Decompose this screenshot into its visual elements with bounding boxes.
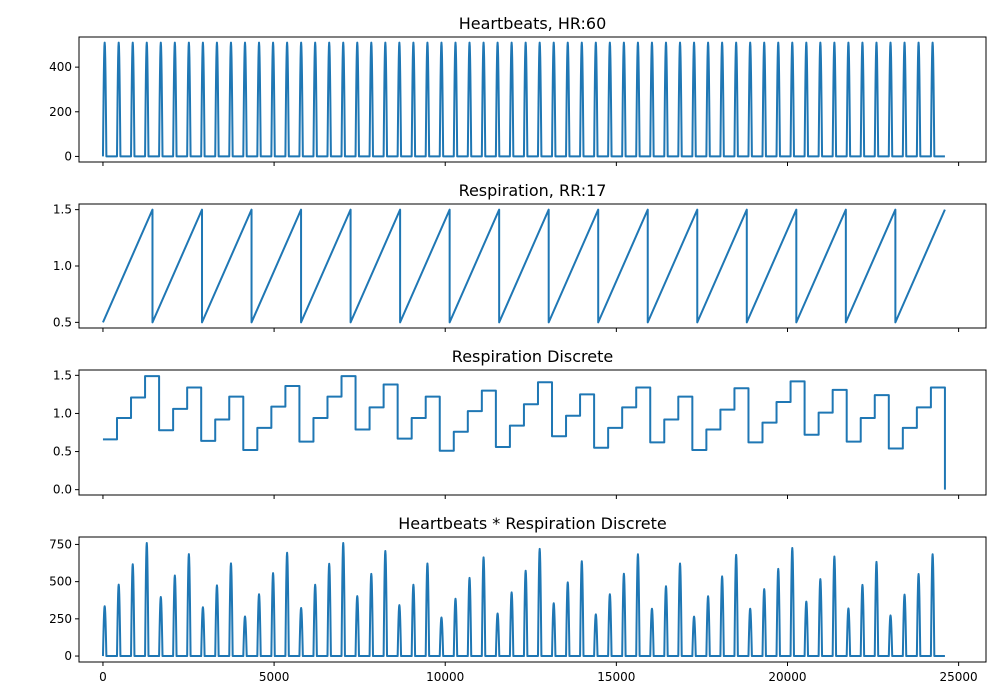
series-line: [101, 41, 945, 158]
y-tick-label: 0.5: [53, 445, 72, 459]
y-tick-label: 1.5: [53, 203, 72, 217]
subplot-4: Heartbeats * Respiration Discrete 0 250 500…: [49, 514, 987, 684]
x-tick-label: 10000: [426, 670, 464, 684]
y-tick-label: 1.0: [53, 259, 72, 273]
x-tick-label: 0: [99, 670, 107, 684]
x-tick-label: 5000: [259, 670, 290, 684]
axes-frame: [78, 369, 987, 496]
y-tick-label: 1.5: [53, 368, 72, 382]
subplot-title: Heartbeats * Respiration Discrete: [398, 514, 667, 533]
subplot-1: Heartbeats, HR:60 0 200 400: [49, 14, 987, 166]
axes-frame: [78, 203, 987, 329]
axes-frame: [78, 536, 987, 663]
y-tick-label: 400: [49, 60, 72, 74]
y-tick-label: 250: [49, 612, 72, 626]
y-tick-label: 1.0: [53, 406, 72, 420]
series-line: [102, 208, 946, 324]
y-tick-label: 500: [49, 575, 72, 589]
x-tick-label: 15000: [597, 670, 635, 684]
x-tick-label: 25000: [940, 670, 978, 684]
y-tick-label: 0.5: [53, 315, 72, 329]
y-tick-label: 0: [64, 649, 72, 663]
subplot-title: Respiration, RR:17: [459, 181, 607, 200]
axes-frame: [78, 36, 987, 163]
y-tick-label: 0.0: [53, 483, 72, 497]
subplot-3: Respiration Discrete 0.0 0.5 1.0 1.5: [53, 347, 987, 499]
y-tick-label: 0: [64, 149, 72, 163]
y-tick-label: 200: [49, 105, 72, 119]
subplot-title: Respiration Discrete: [452, 347, 613, 366]
series-line: [102, 375, 946, 490]
subplot-2: Respiration, RR:17 0.5 1.0 1.5: [53, 181, 987, 332]
subplot-title: Heartbeats, HR:60: [459, 14, 607, 33]
y-tick-label: 750: [49, 537, 72, 551]
series-line: [101, 541, 945, 658]
x-tick-label: 20000: [768, 670, 806, 684]
